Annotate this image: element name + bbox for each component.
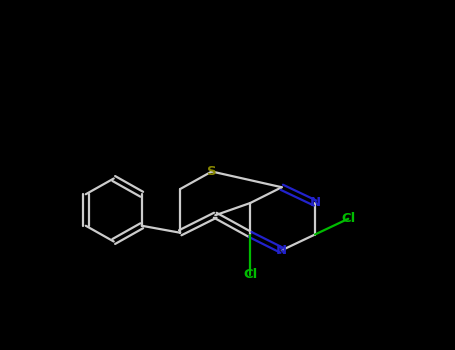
Text: Cl: Cl — [341, 212, 355, 225]
Text: Cl: Cl — [243, 268, 258, 281]
Text: S: S — [207, 165, 217, 178]
Text: N: N — [276, 244, 287, 257]
Text: N: N — [309, 196, 321, 210]
